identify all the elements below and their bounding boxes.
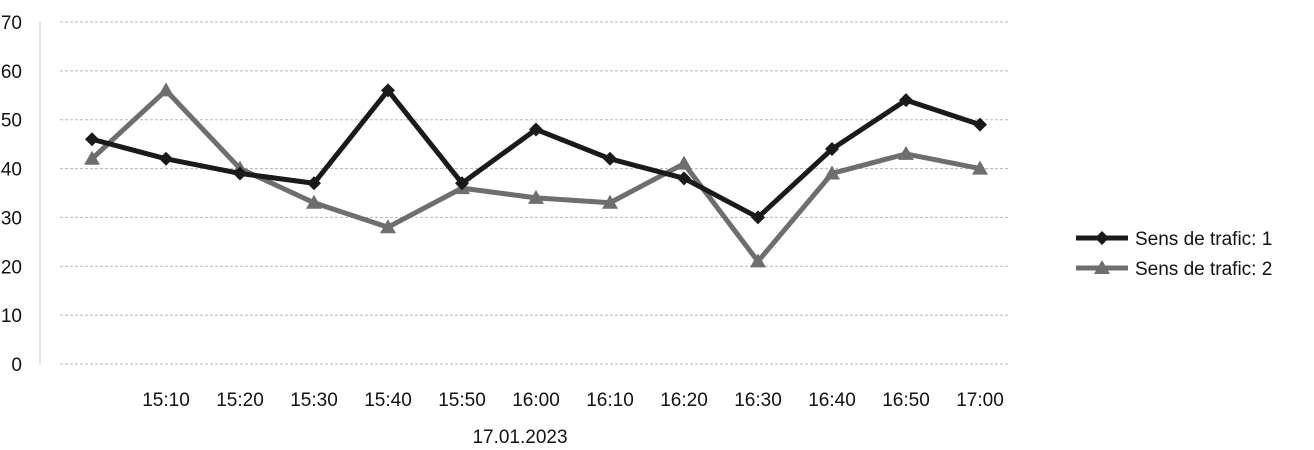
x-tick-label: 16:00	[512, 390, 560, 411]
data-point	[973, 117, 987, 132]
series-2	[84, 82, 988, 268]
data-point	[85, 132, 99, 147]
data-point	[233, 166, 247, 181]
data-point	[307, 176, 321, 191]
y-axis-ticks: 0 10 20 30 40 50 60 70	[1, 13, 22, 376]
x-tick-label: 15:30	[290, 390, 338, 411]
x-tick-label: 17:00	[956, 390, 1004, 411]
data-point	[825, 142, 839, 157]
data-point	[455, 176, 469, 191]
data-point	[380, 219, 396, 234]
series-1	[85, 83, 987, 225]
x-tick-label: 16:50	[882, 390, 930, 411]
legend: Sens de trafic: 1 Sens de trafic: 2	[1076, 229, 1272, 280]
series-line	[90, 87, 981, 264]
series-lines	[84, 82, 988, 268]
y-tick-label: 0	[11, 355, 22, 376]
data-point	[824, 165, 840, 180]
legend-item: Sens de trafic: 2	[1076, 259, 1272, 280]
data-point	[751, 210, 765, 225]
x-tick-label: 15:50	[438, 390, 486, 411]
x-tick-label: 16:20	[660, 390, 708, 411]
x-axis-ticks: 15:10 15:20 15:30 15:40 15:50 16:00 16:10 16:20…	[142, 390, 1004, 411]
data-point	[603, 151, 617, 166]
gridlines	[39, 21, 1010, 365]
data-point	[529, 122, 543, 137]
data-point	[381, 83, 395, 98]
data-point	[84, 150, 100, 165]
y-tick-label: 40	[1, 160, 22, 181]
y-tick-label: 70	[1, 13, 22, 34]
x-axis-label: 17.01.2023	[472, 427, 567, 448]
x-tick-label: 16:30	[734, 390, 782, 411]
data-point	[602, 194, 618, 209]
data-point	[306, 194, 322, 209]
data-point	[899, 93, 913, 108]
x-tick-label: 15:10	[142, 390, 190, 411]
data-point	[158, 82, 174, 97]
data-point	[972, 160, 988, 175]
y-tick-label: 10	[1, 306, 22, 327]
data-point	[528, 189, 544, 204]
data-point	[898, 145, 914, 160]
legend-label: Sens de trafic: 2	[1135, 259, 1272, 280]
y-tick-label: 50	[1, 111, 22, 132]
legend-marker	[1095, 231, 1109, 245]
x-tick-label: 15:20	[216, 390, 264, 411]
x-tick-label: 16:10	[586, 390, 634, 411]
x-tick-label: 16:40	[808, 390, 856, 411]
y-tick-label: 60	[1, 62, 22, 83]
data-point	[677, 171, 691, 186]
data-point	[750, 253, 766, 268]
x-tick-label: 15:40	[364, 390, 412, 411]
y-tick-label: 20	[1, 257, 22, 278]
data-point	[159, 151, 173, 166]
legend-label: Sens de trafic: 1	[1135, 229, 1272, 250]
y-tick-label: 30	[1, 208, 22, 229]
data-point	[676, 155, 692, 170]
legend-item: Sens de trafic: 1	[1076, 229, 1272, 250]
legend-marker	[1094, 260, 1110, 274]
